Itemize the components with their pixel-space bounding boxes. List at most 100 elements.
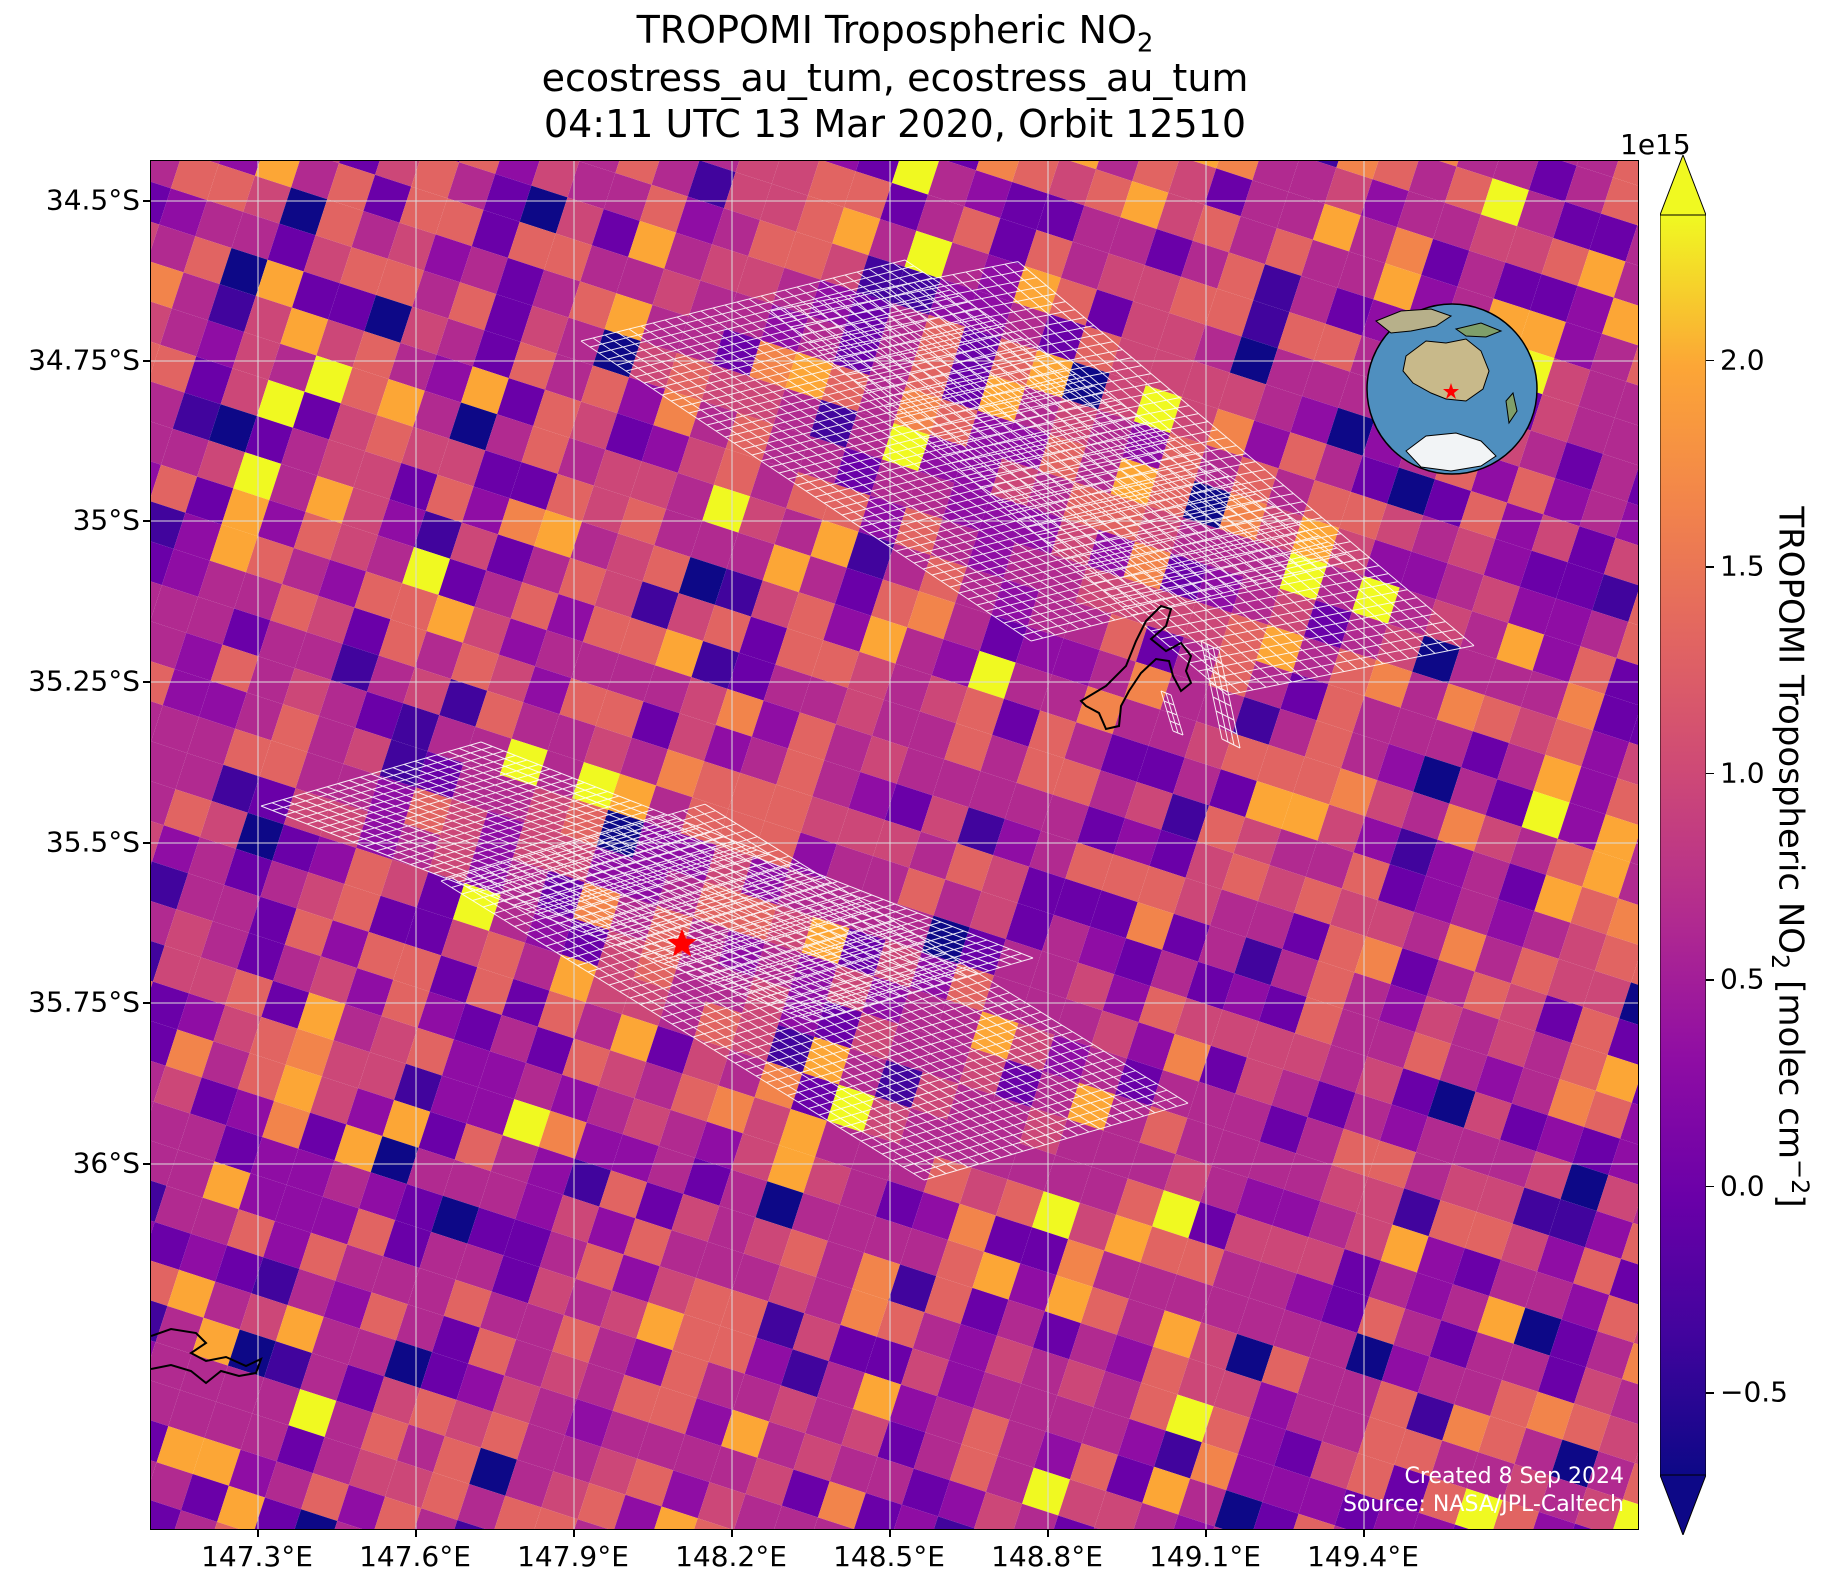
no2-pixel	[413, 390, 461, 439]
no2-pixel	[457, 1484, 506, 1529]
no2-pixel	[665, 352, 713, 401]
no2-pixel	[1229, 336, 1278, 385]
no2-pixel	[594, 569, 643, 618]
no2-pixel	[846, 531, 895, 580]
no2-pixel	[1569, 766, 1618, 815]
no2-pixel	[486, 534, 535, 583]
no2-pixel	[549, 954, 598, 1003]
no2-pixel	[1032, 1311, 1081, 1360]
no2-pixel	[1319, 1044, 1368, 1093]
no2-pixel	[1365, 780, 1414, 828]
no2-pixel	[880, 182, 928, 231]
no2-pixel	[274, 1064, 322, 1113]
no2-pixel	[151, 501, 186, 549]
no2-pixel	[271, 704, 320, 753]
no2-pixel	[729, 893, 778, 941]
latitude-tick-mark	[143, 200, 150, 202]
no2-pixel	[226, 1089, 274, 1137]
no2-pixel	[1030, 950, 1079, 999]
no2-pixel	[852, 1252, 901, 1301]
no2-pixel	[547, 714, 596, 763]
no2-pixel	[223, 728, 272, 777]
no2-pixel	[1537, 1235, 1585, 1284]
no2-pixel	[751, 580, 799, 629]
no2-pixel	[298, 1112, 347, 1161]
no2-pixel	[1373, 1501, 1419, 1529]
no2-pixel	[480, 1291, 528, 1340]
no2-pixel	[431, 1195, 480, 1244]
no2-pixel	[1296, 1237, 1345, 1286]
colorbar-tick-mark	[1706, 1392, 1714, 1394]
no2-pixel	[525, 906, 573, 955]
no2-pixel	[956, 687, 1004, 735]
no2-pixel	[727, 652, 776, 701]
no2-pixel	[687, 161, 736, 209]
no2-pixel	[521, 426, 570, 474]
no2-pixel	[151, 1380, 180, 1427]
no2-pixel	[1530, 394, 1579, 443]
no2-pixel	[496, 257, 545, 306]
no2-pixel	[1612, 161, 1638, 186]
no2-pixel	[1258, 985, 1307, 1034]
no2-pixel	[330, 643, 379, 692]
no2-pixel	[175, 753, 224, 801]
no2-pixel	[1136, 745, 1185, 794]
no2-pixel	[358, 1172, 407, 1221]
no2-pixel	[1536, 1115, 1584, 1164]
colorbar-body	[1660, 214, 1706, 1476]
no2-pixel	[1463, 971, 1511, 1020]
no2-pixel	[1273, 1309, 1322, 1358]
no2-pixel	[1018, 987, 1067, 1035]
footprint-swath	[260, 741, 1034, 1023]
no2-pixel	[1427, 1080, 1476, 1128]
no2-pixel	[706, 1085, 755, 1134]
no2-pixel	[1454, 1368, 1502, 1417]
no2-pixel	[1161, 793, 1210, 842]
no2-pixel	[467, 1207, 516, 1256]
no2-pixel	[1440, 1164, 1489, 1212]
no2-pixel	[1261, 1345, 1310, 1394]
no2-pixel	[885, 903, 934, 952]
no2-pixel	[610, 1014, 658, 1062]
no2-pixel	[723, 172, 772, 220]
no2-pixel	[1380, 1224, 1429, 1273]
no2-pixel	[1433, 202, 1481, 251]
no2-pixel	[217, 1485, 265, 1529]
no2-pixel	[1321, 1285, 1369, 1333]
no2-pixel	[1585, 1331, 1634, 1380]
no2-pixel	[487, 654, 536, 703]
no2-pixel	[608, 773, 657, 822]
no2-pixel	[1316, 684, 1365, 733]
no2-pixel	[174, 632, 223, 681]
no2-pixel	[1549, 1319, 1598, 1368]
no2-pixel	[1065, 842, 1114, 891]
no2-pixel	[151, 585, 199, 633]
no2-pixel	[405, 907, 453, 956]
no2-pixel	[151, 421, 173, 465]
no2-pixel	[900, 1228, 948, 1277]
no2-pixel	[1259, 1105, 1308, 1154]
no2-pixel	[468, 1327, 517, 1376]
no2-pixel	[389, 463, 438, 511]
no2-pixel	[1253, 264, 1302, 313]
no2-pixel	[372, 1376, 421, 1425]
no2-pixel	[1283, 1033, 1332, 1081]
no2-pixel	[718, 1049, 767, 1098]
no2-pixel	[1526, 1391, 1575, 1440]
no2-pixel	[943, 603, 992, 651]
no2-pixel	[1256, 624, 1304, 673]
no2-pixel	[443, 1279, 492, 1328]
no2-pixel	[1390, 948, 1439, 996]
no2-pixel	[816, 1240, 864, 1289]
no2-pixel	[1001, 302, 1050, 350]
latitude-tick-mark	[143, 360, 150, 362]
no2-pixel	[1187, 1081, 1236, 1130]
latitude-tick-label: 36°S	[72, 1146, 140, 1180]
no2-pixel	[473, 450, 522, 499]
no2-pixel	[164, 909, 213, 958]
no2-pixel	[479, 1171, 527, 1220]
no2-pixel	[151, 861, 152, 865]
no2-pixel	[354, 571, 403, 620]
no2-pixel	[661, 1470, 710, 1519]
no2-pixel	[1547, 1079, 1596, 1127]
